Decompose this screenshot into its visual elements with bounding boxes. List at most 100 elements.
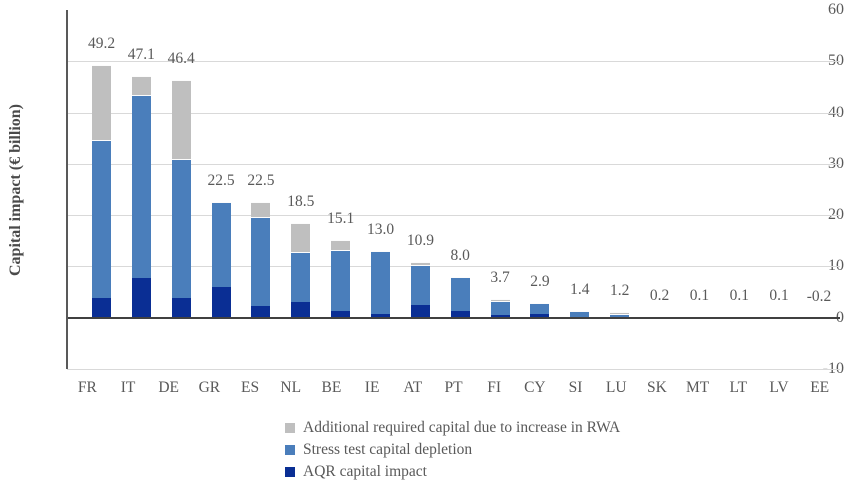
legend-swatch-rwa <box>285 423 295 433</box>
data-label-gr: 22.5 <box>207 172 235 190</box>
bar-lt <box>729 10 749 369</box>
y-axis-line <box>66 10 68 369</box>
y-tick-label: -10 <box>822 360 844 377</box>
bar-lv <box>769 10 789 369</box>
bar-segment-aqr <box>450 310 470 318</box>
bar-segment-stress <box>570 310 590 318</box>
bar-ie <box>371 10 391 369</box>
bar-segment-aqr <box>211 287 231 318</box>
bar-fr <box>92 10 111 369</box>
legend-item-rwa: Additional required capital due to incre… <box>285 417 620 439</box>
bar-segment-rwa <box>92 65 111 140</box>
bar-segment-stress <box>251 216 271 306</box>
x-tick-label-ie: IE <box>364 379 380 396</box>
bar-segment-stress <box>410 264 430 306</box>
bar-es <box>251 10 271 369</box>
data-label-lt: 0.1 <box>729 287 749 305</box>
bar-it <box>131 10 151 369</box>
bar-segment-stress <box>92 139 111 298</box>
x-tick-label-nl: NL <box>280 379 302 396</box>
bar-segment-aqr <box>92 297 111 318</box>
bar-nl <box>291 10 311 369</box>
bar-segment-aqr <box>131 277 151 318</box>
bar-pt <box>450 10 470 369</box>
zero-axis-line <box>67 316 840 319</box>
data-label-de: 46.4 <box>167 49 195 67</box>
bar-segment-rwa <box>171 79 191 160</box>
x-tick-label-de: DE <box>158 379 180 396</box>
x-tick-label-lt: LT <box>729 379 748 396</box>
data-label-it: 47.1 <box>127 46 155 64</box>
gridline <box>67 369 840 370</box>
legend-label-aqr: AQR capital impact <box>303 463 427 480</box>
x-tick-label-cy: CY <box>524 379 546 396</box>
x-tick-label-it: IT <box>120 379 136 396</box>
bar-segment-stress <box>331 249 351 311</box>
bar-segment-stress <box>610 313 630 318</box>
bar-segment-stress <box>131 94 151 278</box>
bar-segment-aqr <box>410 305 430 318</box>
bar-mt <box>689 10 709 369</box>
gridline <box>67 163 840 165</box>
data-label-mt: 0.1 <box>689 287 710 305</box>
y-tick-label: 60 <box>828 1 844 18</box>
x-tick-label-sk: SK <box>646 379 667 396</box>
data-label-si: 1.4 <box>570 280 590 298</box>
bar-segment-rwa <box>490 298 510 301</box>
data-label-lu: 1.2 <box>609 281 630 299</box>
bar-segment-stress <box>490 300 510 315</box>
x-tick-label-es: ES <box>241 379 260 396</box>
bar-segment-aqr <box>530 313 550 318</box>
y-tick-label: 10 <box>828 257 844 275</box>
bar-ee <box>809 10 828 369</box>
x-tick-label-si: SI <box>568 379 583 396</box>
bar-de <box>171 10 191 369</box>
data-label-es: 22.5 <box>247 172 275 190</box>
bar-fi <box>490 10 510 369</box>
y-axis-title: Capital impact (€ billion) <box>7 103 24 277</box>
bar-cy <box>530 10 550 369</box>
data-label-fi: 3.7 <box>490 268 510 286</box>
bar-segment-stress <box>371 251 391 315</box>
bar-segment-rwa <box>291 222 311 252</box>
bar-segment-aqr <box>490 314 510 318</box>
bar-segment-rwa <box>131 76 151 95</box>
x-tick-label-lv: LV <box>769 379 789 396</box>
gridline <box>67 215 840 217</box>
bar-segment-aqr <box>331 310 351 318</box>
x-tick-label-pt: PT <box>444 379 463 396</box>
bar-segment-stress <box>530 302 550 314</box>
bar-segment-rwa <box>410 261 430 265</box>
legend-item-aqr: AQR capital impact <box>285 461 620 483</box>
x-axis-labels: FR IT DE GR ES NL BE IE AT PT FI CY SI LU SK MT LT LV EE <box>67 379 840 401</box>
data-label-ee: -0.2 <box>806 287 832 305</box>
plot-area: 49.2 47.1 46.4 22.5 22.5 18.5 15.1 13.0 10.9 8.0 3… <box>66 10 840 370</box>
data-label-ie: 13.0 <box>366 221 395 239</box>
gridline <box>67 266 840 268</box>
gridline <box>67 61 840 63</box>
y-tick-label: 30 <box>828 154 844 172</box>
bar-segment-aqr <box>371 314 391 318</box>
x-tick-label-at: AT <box>403 379 423 396</box>
legend-label-stress: Stress test capital depletion <box>303 441 473 458</box>
data-label-sk: 0.2 <box>649 286 670 304</box>
bar-segment-rwa <box>610 311 630 314</box>
bar-be <box>331 10 351 369</box>
data-label-at: 10.9 <box>406 231 434 249</box>
bar-si <box>570 10 590 369</box>
bar-segment-stress <box>450 276 470 311</box>
gridline <box>67 112 840 114</box>
y-tick-label: 20 <box>828 206 844 224</box>
data-label-cy: 2.9 <box>530 272 550 290</box>
y-tick-label: 50 <box>828 52 844 70</box>
data-label-nl: 18.5 <box>287 192 315 210</box>
x-tick-label-mt: MT <box>685 379 710 396</box>
x-tick-label-lu: LU <box>605 379 627 396</box>
data-label-be: 15.1 <box>327 210 355 228</box>
data-label-pt: 8.0 <box>450 246 470 264</box>
x-tick-label-fr: FR <box>77 379 97 396</box>
x-tick-label-ee: EE <box>810 379 830 396</box>
y-tick-label: 40 <box>828 103 844 121</box>
y-tick-label: 0 <box>836 308 844 326</box>
